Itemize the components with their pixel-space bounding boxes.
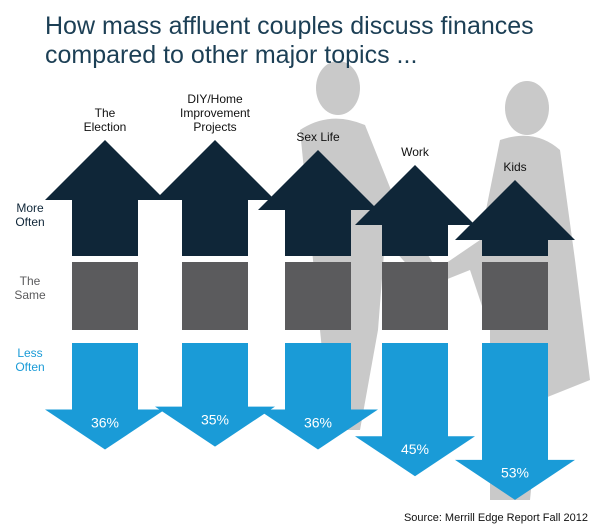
down-arrow: [45, 343, 165, 450]
up-arrow: [258, 150, 378, 256]
up-arrow: [355, 165, 475, 256]
same-box: [182, 262, 248, 330]
value-label: 36%: [304, 414, 332, 430]
same-box: [285, 262, 351, 330]
category-label: DIY/Home Improvement Projects: [179, 92, 251, 134]
category-label: Sex Life: [296, 130, 340, 144]
row-label: Less Often: [15, 346, 45, 374]
down-arrow: [258, 343, 378, 450]
source: Source: Merrill Edge Report Fall 2012: [403, 512, 588, 524]
category-label: Work: [401, 145, 429, 159]
same-box: [382, 262, 448, 330]
up-arrow: [455, 180, 575, 256]
same-box: [482, 262, 548, 330]
chart-title: How mass affluent couples discuss financ…: [45, 12, 534, 69]
up-arrow: [155, 140, 275, 256]
down-arrow: [455, 343, 575, 500]
value-label: 35%: [201, 411, 229, 427]
category-label: Kids: [503, 160, 527, 174]
down-arrow: [355, 343, 475, 477]
same-box: [72, 262, 138, 330]
value-label: 36%: [91, 414, 119, 430]
value-label: 53%: [501, 465, 529, 481]
down-arrow: [155, 343, 275, 447]
value-label: 45%: [401, 441, 429, 457]
category-label: The Election: [83, 106, 127, 134]
row-label: The Same: [14, 274, 46, 302]
up-arrow: [45, 140, 165, 256]
row-label: More Often: [15, 201, 45, 229]
